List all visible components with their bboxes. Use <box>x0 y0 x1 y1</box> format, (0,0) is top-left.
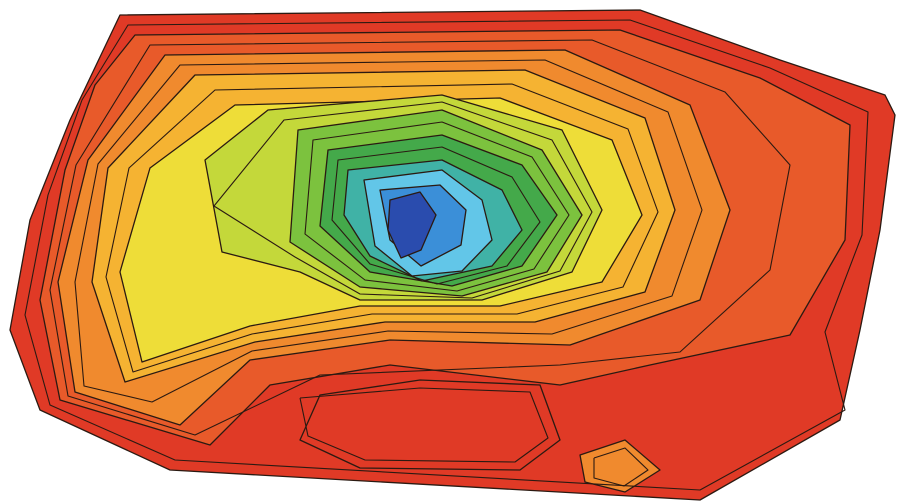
contour-line <box>24 19 869 491</box>
contour-line <box>49 39 791 436</box>
elevation-bands <box>9 9 896 501</box>
band <box>387 191 437 259</box>
contour-lines <box>24 19 869 491</box>
contour-line <box>105 83 659 373</box>
contour-line <box>304 121 570 292</box>
contour-line <box>593 447 649 487</box>
band <box>579 439 661 493</box>
contour-line <box>331 146 541 285</box>
contour-line <box>213 101 593 299</box>
band <box>299 379 561 471</box>
contour-line <box>299 387 549 463</box>
contour-line <box>74 59 703 403</box>
